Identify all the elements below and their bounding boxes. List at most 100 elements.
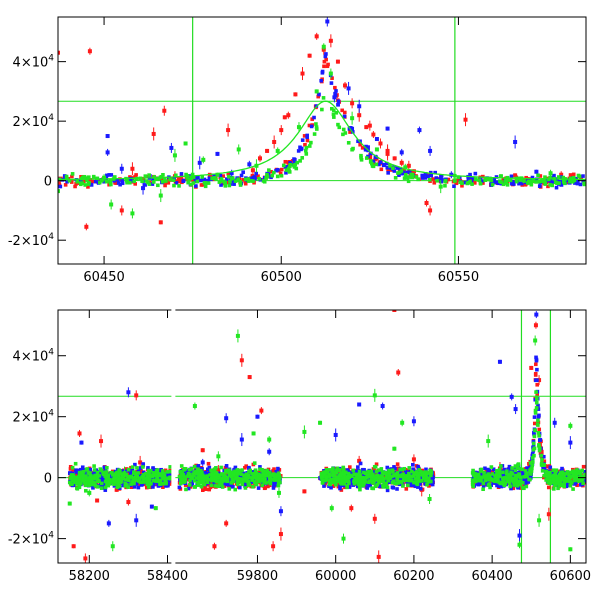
data-point <box>511 486 516 491</box>
data-point <box>493 474 497 478</box>
data-point <box>247 466 251 470</box>
data-point <box>151 482 156 487</box>
data-point <box>372 161 376 166</box>
outlier-point <box>501 481 506 486</box>
outlier-point <box>138 460 143 465</box>
data-point <box>561 483 565 488</box>
data-point <box>478 481 483 485</box>
data-point <box>551 468 556 472</box>
data-point <box>262 469 267 474</box>
data-point <box>74 182 78 186</box>
data-point <box>222 484 227 488</box>
data-point <box>99 484 103 488</box>
data-point <box>543 473 548 477</box>
data-point <box>165 476 169 481</box>
data-point <box>405 176 410 180</box>
data-point <box>477 178 482 183</box>
data-point <box>404 487 409 491</box>
data-point <box>143 174 148 178</box>
data-point <box>257 176 261 181</box>
data-point <box>580 468 584 473</box>
data-point <box>350 127 354 132</box>
outlier-point <box>349 506 354 511</box>
data-point <box>117 469 122 473</box>
outlier-point <box>271 544 276 549</box>
data-point <box>330 480 335 485</box>
data-point <box>227 473 232 478</box>
data-point <box>150 474 154 479</box>
data-point <box>519 469 523 474</box>
data-point <box>262 477 267 482</box>
data-point <box>446 177 451 182</box>
data-point <box>530 463 535 468</box>
data-point <box>395 466 399 471</box>
outlier-point <box>559 172 564 177</box>
data-point <box>232 182 236 186</box>
data-point <box>239 173 244 178</box>
x-tick-label: 60450 <box>83 270 124 285</box>
data-point <box>304 152 309 156</box>
data-point <box>226 468 230 473</box>
data-point <box>369 469 374 474</box>
data-point <box>327 474 332 478</box>
data-point <box>157 472 162 476</box>
outlier-point <box>372 393 377 398</box>
data-point <box>515 482 519 487</box>
data-point <box>108 180 113 185</box>
data-point <box>564 474 569 479</box>
data-point <box>213 477 218 481</box>
data-point <box>548 183 552 187</box>
data-point <box>189 176 193 181</box>
data-point <box>423 482 427 486</box>
data-point <box>331 466 335 471</box>
outlier-point <box>172 153 177 158</box>
data-point <box>265 172 269 177</box>
data-point <box>396 171 400 175</box>
data-point <box>75 476 79 480</box>
outlier-point <box>486 439 491 444</box>
data-point <box>130 465 135 469</box>
data-point <box>91 486 95 490</box>
data-point <box>322 64 326 69</box>
data-point <box>373 154 378 159</box>
outlier-point <box>272 139 277 144</box>
data-point <box>145 480 150 484</box>
outlier-point <box>114 487 119 492</box>
y-tick-label: 0 <box>44 472 52 487</box>
data-point <box>343 485 347 490</box>
data-point <box>359 155 363 160</box>
data-point <box>292 157 296 161</box>
data-point <box>264 176 268 180</box>
data-point <box>468 179 472 184</box>
data-point <box>523 482 528 486</box>
data-point <box>179 476 183 480</box>
data-point <box>427 177 432 182</box>
data-point <box>124 473 128 478</box>
data-point <box>236 178 241 183</box>
data-point <box>281 163 286 168</box>
data-point <box>536 403 540 408</box>
data-point <box>278 171 283 176</box>
data-point <box>58 180 61 185</box>
data-point <box>542 454 546 459</box>
data-point <box>219 465 223 470</box>
data-point <box>147 173 151 177</box>
data-point <box>105 465 109 470</box>
data-point <box>494 180 499 185</box>
data-point <box>163 183 167 188</box>
data-point <box>191 175 196 179</box>
data-point <box>329 485 333 490</box>
data-point <box>243 484 247 488</box>
data-point <box>183 467 188 471</box>
data-point <box>537 179 541 184</box>
data-point <box>132 471 136 476</box>
data-point <box>174 181 179 185</box>
outlier-point <box>126 390 131 395</box>
data-point <box>207 487 211 492</box>
data-point <box>369 151 373 156</box>
data-point <box>312 132 317 136</box>
data-point <box>368 474 372 479</box>
data-point <box>333 477 338 482</box>
data-point <box>416 477 421 481</box>
data-point <box>330 76 334 80</box>
